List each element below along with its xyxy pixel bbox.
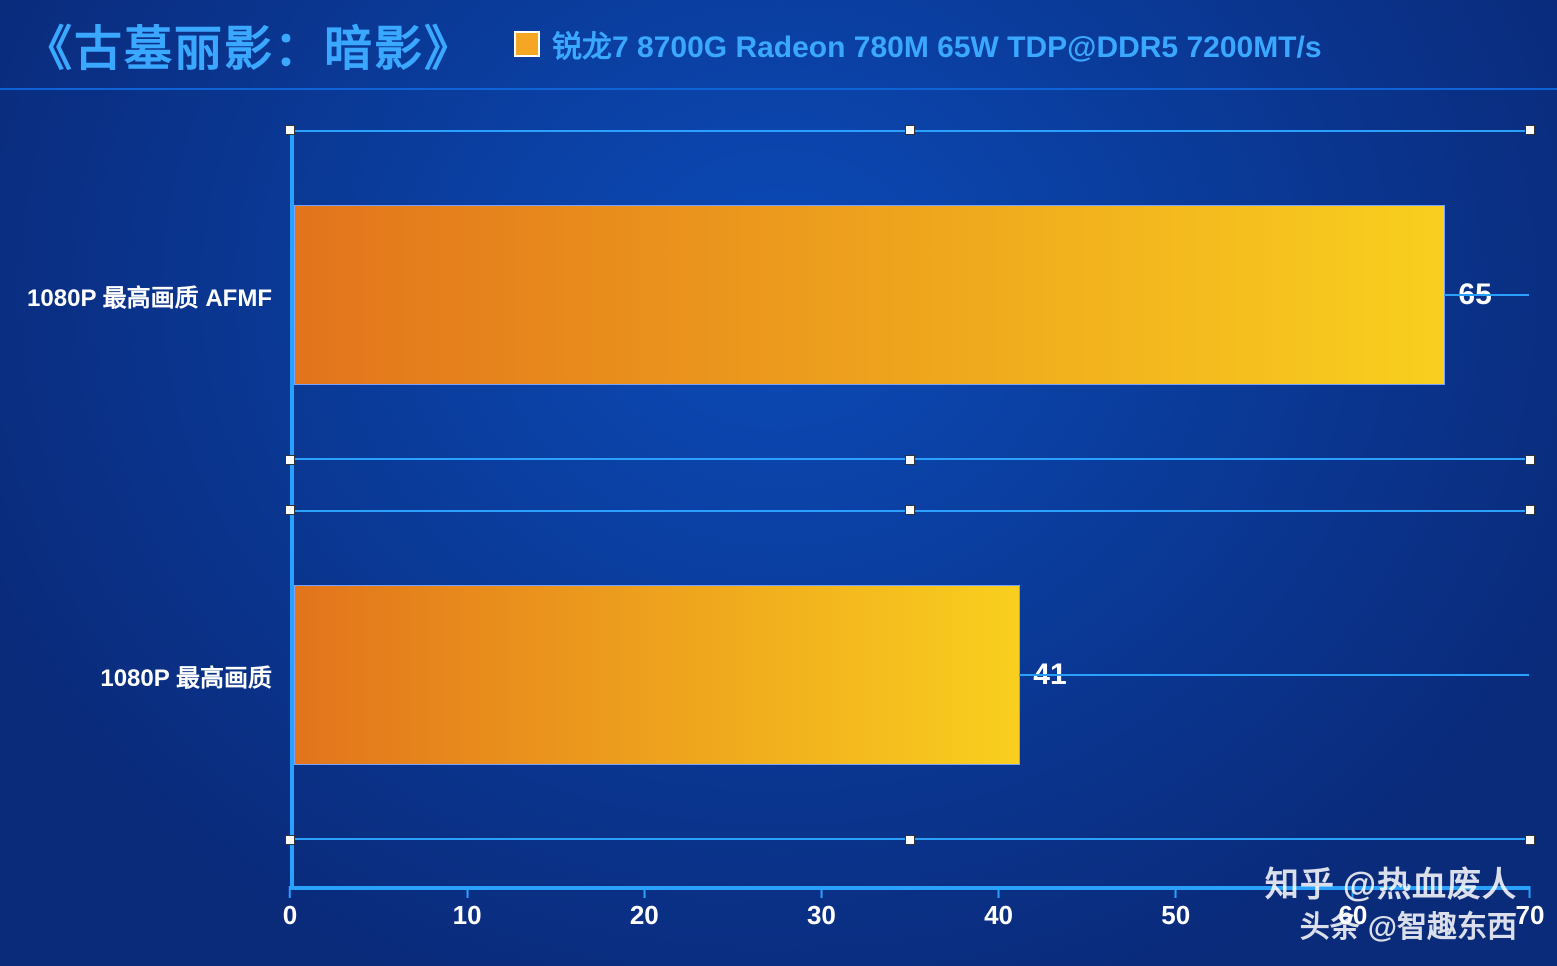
watermark-zhihu: 知乎@热血废人 [1265,857,1517,906]
x-tick-mark [1529,886,1531,898]
plot-area: 010203040506070 1080P 最高画质 AFMF651080P 最… [290,130,1530,890]
watermark-toutiao: 头条@智趣东西 [1300,902,1517,946]
selection-handle [285,125,295,135]
legend-swatch [514,31,540,57]
selection-handle [285,455,295,465]
selection-handle [905,455,915,465]
x-tick-mark [643,886,645,898]
selection-handle [1525,125,1535,135]
selection-handle [285,835,295,845]
x-tick-label: 0 [283,900,297,931]
x-tick-mark [289,886,291,898]
chart-row: 1080P 最高画质41 [290,510,1530,840]
chart-title: 《古墓丽影：暗影》 [24,9,474,79]
watermark-zhihu-text: @热血废人 [1343,866,1517,904]
zhihu-icon: 知乎 [1265,857,1335,906]
legend-label: 锐龙7 8700G Radeon 780M 65W TDP@DDR5 7200M… [552,22,1322,66]
chart-row: 1080P 最高画质 AFMF65 [290,130,1530,460]
bar: 41 [294,585,1020,765]
x-tick-label: 10 [453,900,482,931]
bar: 65 [294,205,1445,385]
selection-handle [1525,455,1535,465]
selection-handle [1525,505,1535,515]
selection-handle [1525,835,1535,845]
x-tick-label: 40 [984,900,1013,931]
row-label: 1080P 最高画质 [100,658,290,693]
x-tick-label: 20 [630,900,659,931]
selection-handle [905,125,915,135]
x-tick-mark [1175,886,1177,898]
x-tick-label: 50 [1161,900,1190,931]
legend: 锐龙7 8700G Radeon 780M 65W TDP@DDR5 7200M… [514,22,1322,66]
selection-handle [905,505,915,515]
selection-handle [905,835,915,845]
row-label: 1080P 最高画质 AFMF [27,278,290,313]
toutiao-icon: 头条 [1300,902,1360,946]
watermark-toutiao-text: @智趣东西 [1368,911,1517,944]
guideline [1019,674,1529,676]
x-tick-mark [998,886,1000,898]
chart-header: 《古墓丽影：暗影》 锐龙7 8700G Radeon 780M 65W TDP@… [0,0,1557,90]
x-tick-mark [820,886,822,898]
x-tick-label: 70 [1516,900,1545,931]
selection-handle [285,505,295,515]
x-tick-mark [466,886,468,898]
guideline [1444,294,1529,296]
x-tick-label: 30 [807,900,836,931]
